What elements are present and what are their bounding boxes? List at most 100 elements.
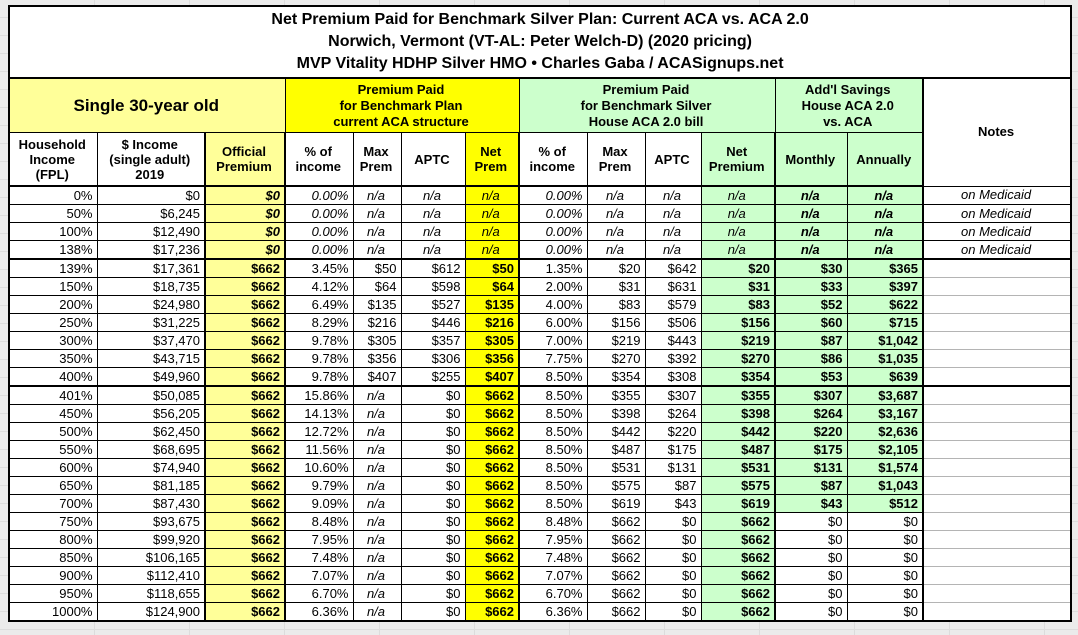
cell-max2: $83 (586, 295, 646, 314)
cell-notes (922, 602, 1072, 622)
cell-max2: $442 (586, 422, 646, 441)
cell-aptc2: n/a (644, 240, 702, 260)
cell-monthly: $53 (774, 367, 848, 387)
cell-aptc: $612 (400, 258, 466, 278)
cell-net: $662 (464, 602, 520, 622)
cell-net: $216 (464, 313, 520, 332)
cell-fpl: 850% (8, 548, 98, 567)
cell-income: $0 (96, 185, 206, 205)
cell-aptc2: $0 (644, 548, 702, 567)
column-header-off: Official Premium (204, 132, 286, 187)
group-header-current-aca: Premium Paid for Benchmark Plan current … (284, 77, 520, 133)
cell-annually: n/a (846, 240, 924, 260)
cell-fpl: 350% (8, 349, 98, 368)
cell-pct: 8.48% (284, 512, 354, 531)
cell-pct2: 8.50% (518, 367, 588, 387)
cell-aptc2: n/a (644, 185, 702, 205)
table-row-fpl-350: 350% $43,715 $662 9.78% $356 $306 $356 7.75% $27… (8, 349, 1072, 368)
cell-net: $662 (464, 458, 520, 477)
cell-notes (922, 476, 1072, 495)
cell-notes (922, 584, 1072, 603)
cell-net: $662 (464, 476, 520, 495)
cell-monthly: $0 (774, 602, 848, 622)
cell-max2: $156 (586, 313, 646, 332)
cell-income: $43,715 (96, 349, 206, 368)
cell-fpl: 900% (8, 566, 98, 585)
cell-annually: n/a (846, 222, 924, 241)
cell-fpl: 139% (8, 258, 98, 278)
cell-aptc2: $443 (644, 331, 702, 350)
cell-income: $124,900 (96, 602, 206, 622)
cell-net2: $219 (700, 331, 776, 350)
cell-official: $662 (204, 313, 286, 332)
column-header-max2: Max Prem (586, 132, 646, 187)
cell-max: n/a (352, 222, 402, 241)
cell-aptc: $0 (400, 458, 466, 477)
cell-annually: n/a (846, 185, 924, 205)
cell-max2: $398 (586, 404, 646, 423)
cell-max: n/a (352, 602, 402, 622)
cell-max: n/a (352, 458, 402, 477)
cell-notes (922, 512, 1072, 531)
cell-net2: $662 (700, 602, 776, 622)
table-row-fpl-139: 139% $17,361 $662 3.45% $50 $612 $50 1.35% $20 $6… (8, 258, 1072, 278)
cell-aptc: $0 (400, 530, 466, 549)
cell-aptc: $0 (400, 422, 466, 441)
cell-net2: $662 (700, 548, 776, 567)
cell-net: $64 (464, 277, 520, 296)
cell-max: n/a (352, 422, 402, 441)
cell-max2: n/a (586, 185, 646, 205)
cell-monthly: $0 (774, 512, 848, 531)
table-title-line-1: Net Premium Paid for Benchmark Silver Pl… (271, 11, 809, 28)
table-row-fpl-400: 400% $49,960 $662 9.78% $407 $255 $407 8.50% $35… (8, 367, 1072, 387)
cell-monthly: $264 (774, 404, 848, 423)
table-row-fpl-401: 401% $50,085 $662 15.86% n/a $0 $662 8.50% $355 $… (8, 385, 1072, 405)
cell-pct2: 0.00% (518, 204, 588, 223)
cell-max2: $487 (586, 440, 646, 459)
cell-max2: $662 (586, 602, 646, 622)
cell-net: $356 (464, 349, 520, 368)
cell-official: $662 (204, 367, 286, 387)
cell-annually: $0 (846, 602, 924, 622)
cell-net2: $662 (700, 512, 776, 531)
cell-official: $662 (204, 404, 286, 423)
cell-pct2: 8.50% (518, 458, 588, 477)
cell-aptc: n/a (400, 222, 466, 241)
cell-max2: $219 (586, 331, 646, 350)
cell-net2: $619 (700, 494, 776, 513)
cell-aptc2: $0 (644, 512, 702, 531)
cell-official: $662 (204, 530, 286, 549)
cell-net: n/a (464, 204, 520, 223)
table-row-fpl-550: 550% $68,695 $662 11.56% n/a $0 $662 8.50% $487 $… (8, 440, 1072, 459)
cell-pct2: 7.95% (518, 530, 588, 549)
cell-pct: 9.78% (284, 349, 354, 368)
cell-net2: $662 (700, 584, 776, 603)
cell-pct2: 8.50% (518, 404, 588, 423)
cell-monthly: $307 (774, 385, 848, 405)
cell-pct: 15.86% (284, 385, 354, 405)
column-header-max: Max Prem (352, 132, 402, 187)
cell-income: $37,470 (96, 331, 206, 350)
cell-max2: $662 (586, 584, 646, 603)
cell-aptc: $0 (400, 404, 466, 423)
cell-annually: $0 (846, 530, 924, 549)
cell-aptc2: $0 (644, 602, 702, 622)
cell-max2: n/a (586, 240, 646, 260)
cell-aptc2: $131 (644, 458, 702, 477)
cell-aptc2: $631 (644, 277, 702, 296)
cell-aptc: $255 (400, 367, 466, 387)
cell-monthly: $43 (774, 494, 848, 513)
cell-net2: $83 (700, 295, 776, 314)
cell-max: n/a (352, 204, 402, 223)
cell-aptc: $0 (400, 602, 466, 622)
cell-annually: $512 (846, 494, 924, 513)
cell-official: $662 (204, 548, 286, 567)
cell-pct: 0.00% (284, 240, 354, 260)
cell-official: $0 (204, 240, 286, 260)
cell-official: $662 (204, 295, 286, 314)
cell-income: $62,450 (96, 422, 206, 441)
cell-max2: $575 (586, 476, 646, 495)
table-title-line-3: MVP Vitality HDHP Silver HMO • Charles G… (296, 55, 784, 72)
cell-aptc2: $175 (644, 440, 702, 459)
cell-net: $50 (464, 258, 520, 278)
